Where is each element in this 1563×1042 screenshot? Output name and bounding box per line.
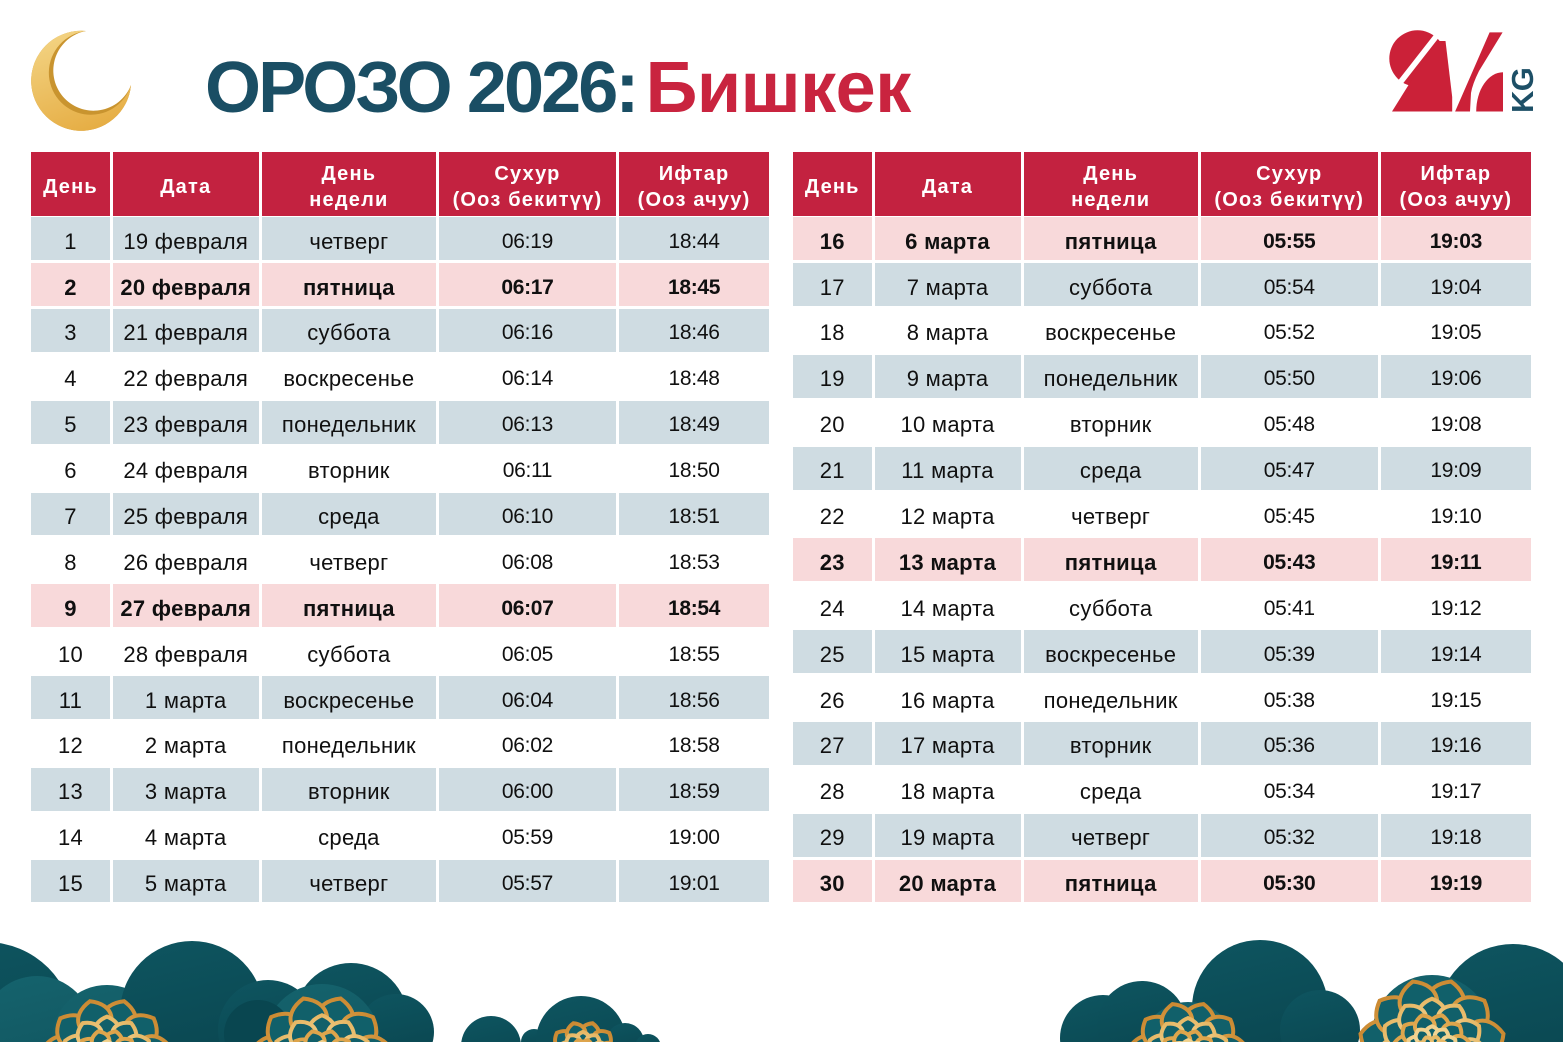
svg-text:KG: KG bbox=[1505, 68, 1536, 113]
